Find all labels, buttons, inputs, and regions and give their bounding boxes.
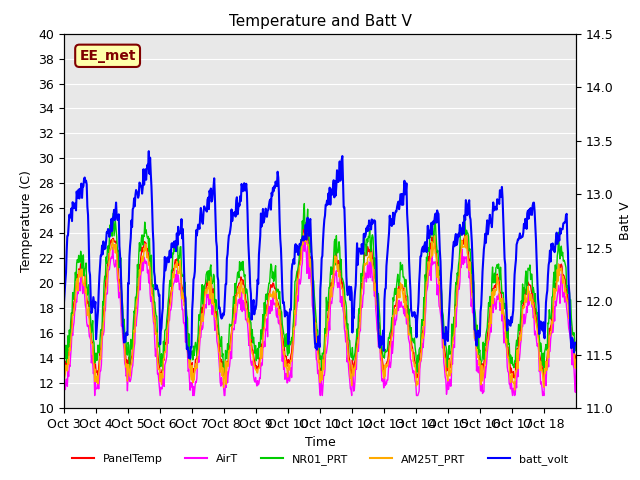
- Legend: PanelTemp, AirT, NR01_PRT, AM25T_PRT, batt_volt: PanelTemp, AirT, NR01_PRT, AM25T_PRT, ba…: [68, 450, 572, 469]
- Text: EE_met: EE_met: [79, 49, 136, 63]
- X-axis label: Time: Time: [305, 436, 335, 449]
- Y-axis label: Batt V: Batt V: [619, 202, 632, 240]
- Y-axis label: Temperature (C): Temperature (C): [20, 170, 33, 272]
- Text: Temperature and Batt V: Temperature and Batt V: [228, 14, 412, 29]
